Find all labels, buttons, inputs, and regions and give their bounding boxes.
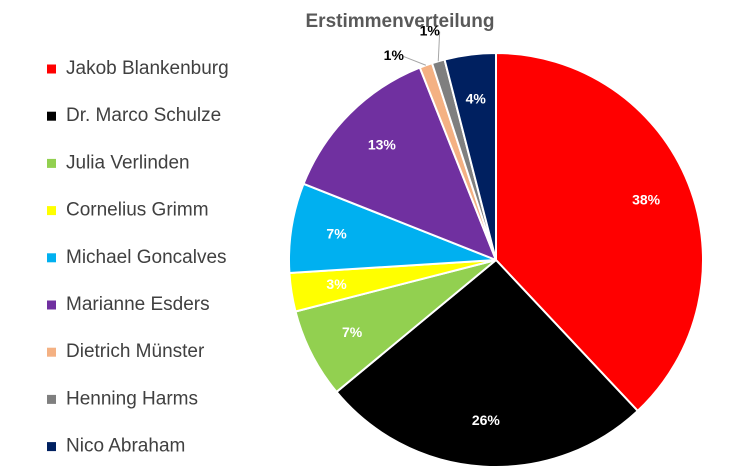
legend-marker [47,206,56,216]
leader-line [403,56,427,66]
data-label: 38% [632,191,661,207]
data-label: 1% [420,22,441,38]
legend-label: Henning Harms [66,388,198,409]
pie-slice [335,258,640,468]
legend-marker [47,158,56,168]
pie-slice [302,66,498,262]
legend-label: Marianne Esders [66,294,210,315]
legend-marker [47,394,56,404]
data-label: 26% [472,412,501,428]
legend-label: Jakob Blankenburg [66,58,229,79]
legend-marker [47,111,56,121]
legend-label: Dr. Marco Schulze [66,105,221,126]
legend-marker [47,64,56,74]
leader-line [437,31,441,62]
data-label: 13% [368,137,397,153]
legend-marker [47,442,56,452]
legend-label: Julia Verlinden [66,152,190,173]
data-label: 3% [326,276,347,292]
legend-label: Dietrich Münster [66,341,205,362]
legend-label: Cornelius Grimm [66,200,209,221]
legend-marker [47,347,56,357]
legend-label: Nico Abraham [66,436,185,457]
legend-label: Michael Goncalves [66,247,227,268]
chart-title: Erstimmenverteilung [306,11,495,32]
data-label: 7% [342,324,363,340]
data-label: 4% [466,91,487,107]
legend-marker [47,253,56,263]
legend-marker [47,300,56,310]
data-label: 7% [326,225,347,241]
data-label: 1% [384,47,405,63]
pie-slice [443,51,497,261]
pie-slice [495,51,704,413]
